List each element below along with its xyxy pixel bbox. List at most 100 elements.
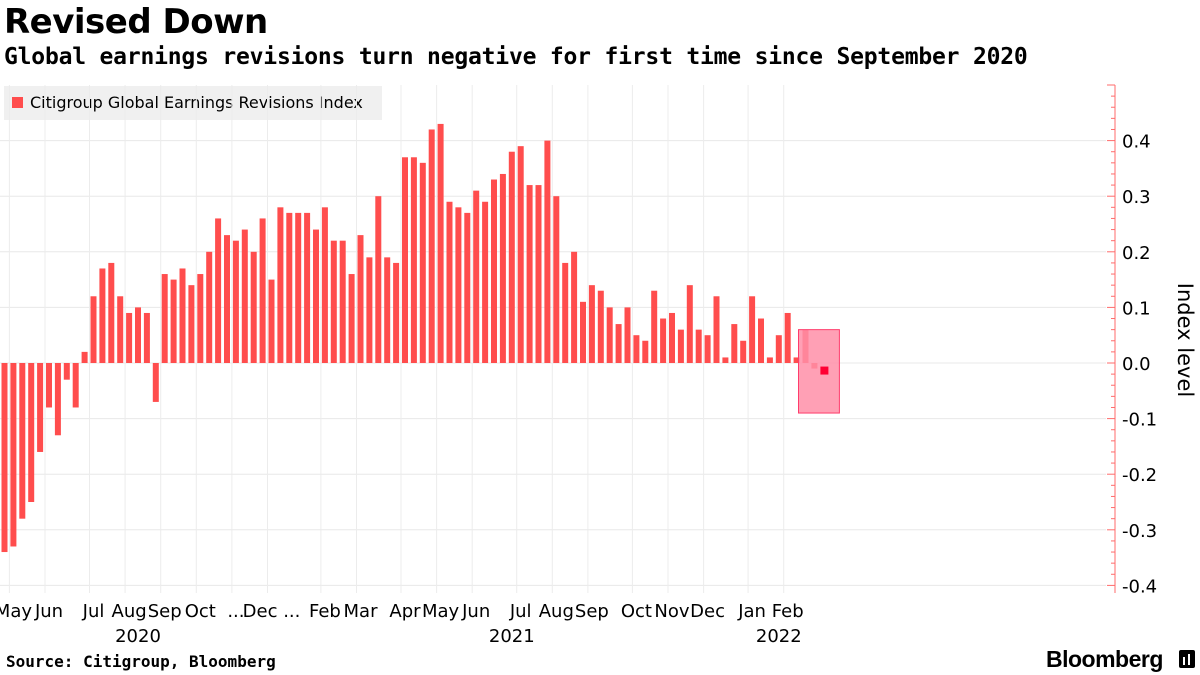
bar <box>232 240 239 363</box>
bar <box>188 285 195 363</box>
bloomberg-chart-icon <box>1179 650 1195 668</box>
x-tick-label: Mar <box>344 601 379 622</box>
bar <box>766 357 773 363</box>
x-tick-label: Nov <box>654 601 689 622</box>
bar <box>758 318 764 363</box>
bar <box>722 357 729 363</box>
y-tick-label: -0.1 <box>1122 410 1157 431</box>
bar <box>108 262 115 363</box>
bar <box>143 312 150 363</box>
bar <box>544 140 551 363</box>
legend-swatch <box>12 97 23 108</box>
bar <box>775 335 782 363</box>
x-tick-label: Sep <box>148 601 182 622</box>
bar <box>731 324 738 363</box>
bar <box>72 363 79 408</box>
bar <box>499 173 506 363</box>
bar <box>366 257 373 363</box>
x-tick-label: Feb <box>309 601 341 622</box>
x-tick-label: Feb <box>772 601 804 622</box>
y-tick-label: 0.2 <box>1122 243 1151 264</box>
highlight-box <box>798 329 840 414</box>
y-tick-label: -0.4 <box>1122 576 1157 597</box>
bar <box>117 296 124 363</box>
bar <box>695 329 702 363</box>
bar <box>224 235 230 363</box>
bar <box>633 335 640 363</box>
bar <box>375 196 382 363</box>
bar <box>660 318 667 363</box>
x-tick-label: ... <box>227 601 244 622</box>
bar <box>642 340 649 363</box>
bar <box>455 207 462 363</box>
y-tick-label: 0.0 <box>1122 354 1151 375</box>
bar <box>28 363 35 502</box>
bar <box>624 307 631 363</box>
bar <box>428 129 435 363</box>
bar <box>473 190 480 363</box>
source-note: Source: Citigroup, Bloomberg <box>6 652 276 671</box>
bar <box>268 279 275 363</box>
bar <box>339 240 346 363</box>
x-year-label: 2021 <box>489 626 535 647</box>
bar <box>135 307 141 363</box>
bar <box>419 162 426 363</box>
bar <box>491 179 497 363</box>
x-tick-label: Jul <box>82 601 105 622</box>
bar <box>241 229 248 363</box>
bar <box>713 296 720 363</box>
bar <box>90 296 97 363</box>
x-tick-label: Dec <box>690 601 725 622</box>
bar <box>669 312 675 363</box>
bar <box>10 363 17 547</box>
bar <box>37 363 44 452</box>
bar <box>99 268 106 363</box>
bar <box>526 185 533 363</box>
y-tick-label: 0.4 <box>1122 132 1151 153</box>
bar <box>330 240 337 363</box>
bar <box>580 301 586 363</box>
bar <box>321 207 328 363</box>
x-year-label: 2020 <box>115 626 161 647</box>
bar <box>410 157 417 363</box>
y-tick-label: -0.3 <box>1122 521 1157 542</box>
brand-logo: Bloomberg <box>1046 646 1163 672</box>
bar <box>464 212 471 363</box>
bar <box>482 201 489 363</box>
bar <box>126 312 133 363</box>
bar <box>348 274 355 363</box>
bar <box>250 251 257 363</box>
bar <box>304 212 311 363</box>
bar <box>206 251 213 363</box>
x-tick-label: May <box>422 601 460 622</box>
bar <box>508 151 515 363</box>
x-tick-label: Jun <box>34 601 63 622</box>
bar <box>19 363 26 519</box>
y-tick-label: 0.3 <box>1122 187 1151 208</box>
bar <box>277 207 284 363</box>
bar <box>517 146 524 363</box>
bar <box>740 340 747 363</box>
x-tick-label: Aug <box>112 601 147 622</box>
x-tick-label: Dec ... <box>243 601 301 622</box>
bar <box>446 201 453 363</box>
latest-value-marker <box>820 366 829 375</box>
bar <box>615 324 622 363</box>
bar <box>562 262 569 363</box>
bar <box>677 329 684 363</box>
bar <box>161 274 168 363</box>
bar <box>295 212 302 363</box>
bar <box>63 363 70 380</box>
y-axis-label: Index level <box>1173 282 1197 398</box>
x-year-label: 2022 <box>756 626 802 647</box>
x-tick-label: Jul <box>509 601 532 622</box>
y-tick-label: -0.2 <box>1122 465 1157 486</box>
bar <box>606 307 613 363</box>
bar <box>152 363 159 402</box>
bar <box>54 363 61 436</box>
bar <box>553 196 560 363</box>
y-tick-label: 0.1 <box>1122 298 1151 319</box>
x-tick-label: Oct <box>185 601 216 622</box>
bar <box>793 357 800 363</box>
bar <box>286 212 293 363</box>
